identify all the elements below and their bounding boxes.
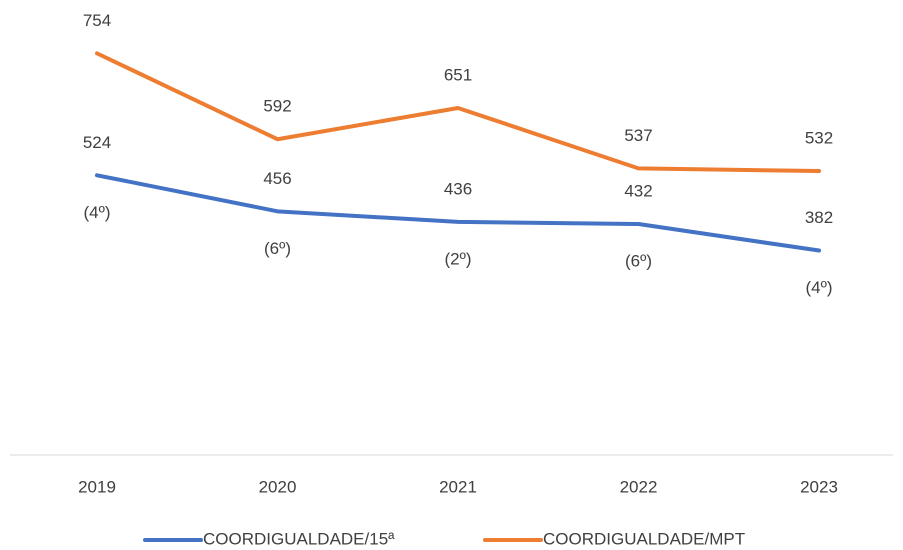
x-tick-label: 2019 bbox=[78, 477, 116, 496]
x-tick-label: 2021 bbox=[439, 477, 477, 496]
data-label: 532 bbox=[805, 129, 833, 148]
annotation: (6º) bbox=[625, 252, 652, 271]
annotation: (2º) bbox=[445, 249, 472, 268]
x-tick-label: 2020 bbox=[259, 477, 297, 496]
annotation: (6º) bbox=[264, 239, 291, 258]
annotation: (4º) bbox=[806, 278, 833, 297]
data-label: 537 bbox=[624, 126, 652, 145]
data-label: 651 bbox=[444, 65, 472, 84]
data-label: 436 bbox=[444, 179, 472, 198]
x-tick-label: 2022 bbox=[620, 477, 658, 496]
data-label: 456 bbox=[263, 169, 291, 188]
annotation: (4º) bbox=[84, 203, 111, 222]
data-label: 592 bbox=[263, 97, 291, 116]
series-line bbox=[95, 51, 821, 174]
data-label: 524 bbox=[83, 133, 111, 152]
series-line bbox=[95, 173, 821, 253]
data-label: 432 bbox=[624, 182, 652, 201]
legend-label: COORDIGUALDADE/15ª bbox=[203, 529, 395, 548]
legend-label: COORDIGUALDADE/MPT bbox=[543, 529, 745, 548]
data-label: 754 bbox=[83, 11, 111, 30]
x-tick-label: 2023 bbox=[800, 477, 838, 496]
data-label: 382 bbox=[805, 208, 833, 227]
